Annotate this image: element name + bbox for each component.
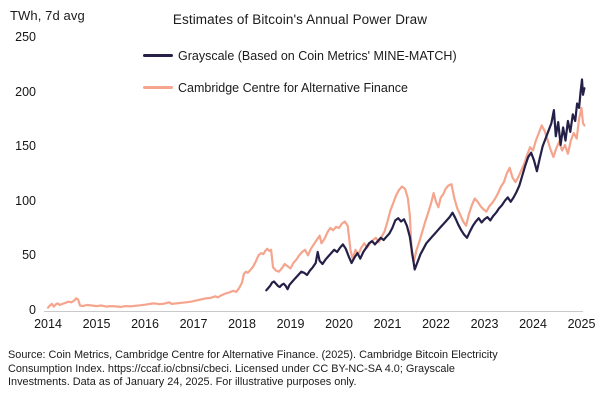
source-line: Source: Coin Metrics, Cambridge Centre f…	[8, 349, 498, 361]
source-note: Source: Coin Metrics, Cambridge Centre f…	[8, 349, 598, 390]
cambridge-line-swatch	[143, 86, 173, 89]
legend-item-grayscale: Grayscale (Based on Coin Metrics' MINE-M…	[143, 48, 457, 63]
legend: Grayscale (Based on Coin Metrics' MINE-M…	[143, 48, 457, 112]
cambridge-series-line	[46, 106, 586, 309]
source-line: Investments. Data as of January 24, 2025…	[8, 376, 357, 389]
source-line: Consumption Index. https://ccaf.io/cbnsi…	[8, 362, 455, 375]
legend-item-cambridge: Cambridge Centre for Alternative Finance	[143, 80, 457, 95]
y-axis-unit-label: TWh, 7d avg	[10, 8, 85, 23]
grayscale-line-swatch	[143, 54, 173, 57]
chart-title: Estimates of Bitcoin's Annual Power Draw	[172, 12, 428, 27]
grayscale-series-line	[265, 78, 586, 292]
legend-label-cambridge: Cambridge Centre for Alternative Finance	[178, 80, 408, 95]
legend-label-grayscale: Grayscale (Based on Coin Metrics' MINE-M…	[178, 48, 457, 63]
